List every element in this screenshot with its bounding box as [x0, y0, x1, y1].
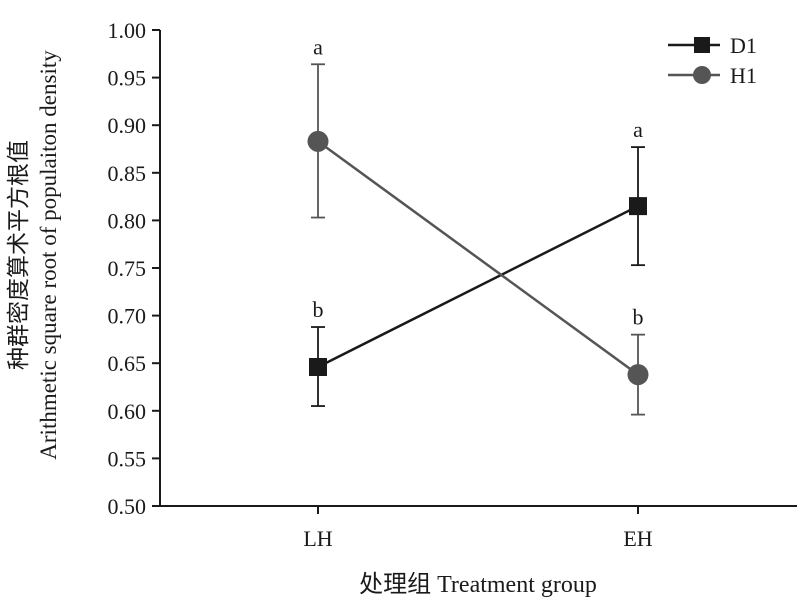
y-tick-label-0: 0.50	[108, 494, 147, 519]
significance-letter-h1-1: b	[633, 305, 644, 330]
series-h1: ab	[307, 34, 649, 416]
marker-d1-1	[629, 197, 647, 216]
legend-item-h1: H1	[668, 63, 757, 88]
x-tick-label-lh: LH	[303, 526, 332, 551]
significance-letter-h1-0: a	[313, 34, 323, 59]
y-tick-label-6: 0.80	[108, 208, 147, 233]
y-axis-title-cn: 种群密度算术平方根值	[6, 140, 31, 370]
y-tick-label-7: 0.85	[108, 161, 147, 186]
y-tick-label-3: 0.65	[108, 351, 147, 376]
series-d1: ba	[309, 117, 647, 407]
x-tick-label-eh: EH	[623, 526, 652, 551]
y-tick-label-2: 0.60	[108, 399, 147, 424]
legend-label-d1: D1	[730, 33, 757, 58]
x-axis-title: 处理组 Treatment group	[359, 571, 597, 598]
legend-item-d1: D1	[668, 33, 757, 58]
y-tick-label-8: 0.90	[108, 113, 147, 138]
significance-letter-d1-1: a	[633, 117, 643, 142]
y-tick-label-9: 0.95	[108, 66, 147, 91]
y-tick-label-10: 1.00	[108, 18, 147, 43]
series-line-h1	[317, 140, 639, 376]
marker-h1-1	[627, 364, 649, 386]
y-axis-title-en: Arithmetic square root of populaiton den…	[36, 50, 61, 460]
legend-marker-d1	[694, 37, 710, 53]
significance-letter-d1-0: b	[313, 297, 324, 322]
y-tick-label-5: 0.75	[108, 256, 147, 281]
series-line-d1	[317, 205, 639, 369]
y-tick-label-1: 0.55	[108, 446, 147, 471]
marker-d1-0	[309, 358, 327, 377]
y-tick-label-4: 0.70	[108, 304, 147, 329]
legend-marker-h1	[693, 66, 711, 84]
legend-label-h1: H1	[730, 63, 757, 88]
axes: 0.50 0.55 0.60 0.65 0.70 0.75 0.80 0.85 0.90 0.95…	[108, 18, 797, 551]
marker-h1-0	[307, 130, 329, 152]
